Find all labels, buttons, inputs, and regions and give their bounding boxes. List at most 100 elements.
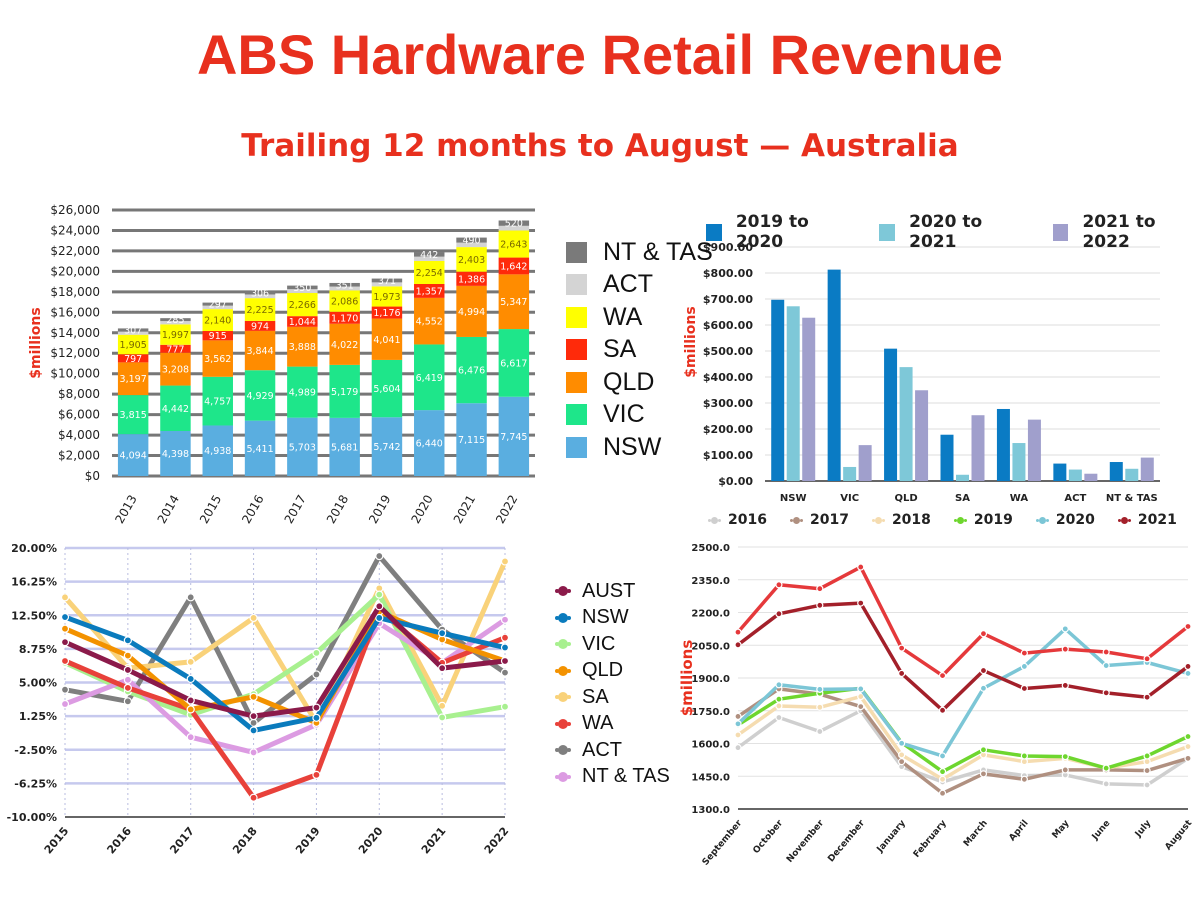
point-2022 (857, 563, 865, 571)
data-label-nsw: 7,745 (500, 432, 527, 443)
legend-marker (558, 718, 568, 729)
legend-item-nt-tas: NT & TAS (566, 236, 713, 269)
bar-act (160, 321, 191, 325)
data-label-sa: 915 (209, 331, 227, 342)
line-2020 (736, 627, 1189, 758)
legend-label: SA (603, 335, 637, 364)
point-2019 (938, 768, 947, 776)
x-tick-label: November (785, 818, 826, 865)
legend-label: QLD (603, 367, 655, 396)
bar-2019-to-2020 (940, 434, 954, 481)
data-label-nsw: 4,398 (162, 449, 189, 460)
y-tick-label: $20,000 (50, 264, 100, 278)
point-2019 (1020, 752, 1028, 760)
bar-sa (117, 354, 149, 363)
legend-label: 2019 (973, 512, 1013, 528)
x-tick-label: 2016 (105, 824, 135, 856)
y-tick-label: $300.00 (703, 397, 753, 410)
point-sa (249, 613, 258, 623)
legend-item-2019: 2019 (951, 512, 1013, 528)
x-tick-label: 2014 (155, 493, 182, 526)
bar-nt-tas (329, 282, 360, 287)
y-tick-label: $900.00 (703, 241, 753, 254)
point-2022 (775, 581, 783, 589)
page-title: ABS Hardware Retail Revenue (196, 23, 1004, 86)
bar-wa (414, 260, 445, 284)
x-tick-label: December (826, 818, 867, 864)
bar-wa (456, 247, 487, 272)
x-tick-label: 2022 (482, 825, 512, 857)
legend-marker (558, 665, 568, 676)
legend-swatch (1052, 223, 1069, 241)
legend-marker (558, 586, 568, 597)
point-2017 (734, 712, 742, 721)
bar-act (414, 256, 445, 261)
point-qld (123, 651, 132, 660)
bar-qld (456, 285, 487, 337)
bar-wa (498, 230, 530, 258)
legend-item-2018: 2018 (869, 512, 931, 528)
bar-sa (244, 320, 276, 331)
data-label-wa: 1,905 (120, 340, 147, 351)
y-tick-label: $6,000 (58, 408, 100, 422)
data-label-nt-tas: 297 (209, 300, 227, 311)
bar-2020-to-2021 (786, 306, 800, 481)
legend-label: 2016 (728, 512, 767, 528)
point-2022 (1184, 622, 1192, 631)
change-chart-legend: 2019 to 2020 2020 to 2021 2021 to 2022 (706, 212, 1200, 252)
y-tick-label: 1300.0 (691, 805, 730, 816)
line-2018 (736, 694, 1189, 782)
bar-nsw (456, 403, 487, 476)
y-tick-label: $2,000 (58, 449, 100, 463)
bar-2020-to-2021 (1012, 443, 1026, 481)
x-tick-label: September (701, 818, 745, 868)
y-tick-label: -10.00% (7, 811, 57, 824)
point-aust (312, 703, 321, 712)
y-axis-label: $millions (683, 306, 699, 377)
growth-chart-legend: AUST NSW VIC QLD SA WA ACT NT & TAS (550, 578, 670, 790)
bar-wa (117, 334, 149, 355)
bar-vic (414, 344, 445, 411)
point-nt-tas (60, 699, 70, 709)
legend-label: 2017 (809, 512, 849, 528)
point-2019 (1143, 752, 1151, 760)
point-2020 (857, 685, 865, 693)
data-label-qld: 5,347 (500, 297, 527, 308)
bar-2020-to-2021 (1068, 469, 1082, 481)
data-label-nt-tas: 351 (336, 280, 354, 291)
legend-label: ACT (603, 270, 653, 299)
point-2022 (816, 585, 824, 593)
point-nsw (249, 726, 258, 735)
legend-label: 2019 to 2020 (735, 212, 809, 252)
point-2016 (734, 744, 742, 752)
bar-nsw (117, 434, 149, 476)
legend-item-2019-to-2020: 2019 to 2020 (706, 212, 853, 252)
data-label-wa: 2,140 (204, 316, 231, 327)
x-tick-label: SA (955, 493, 970, 504)
data-label-qld: 3,197 (120, 374, 147, 385)
data-label-sa: 1,044 (289, 317, 316, 328)
data-label-sa: 1,357 (416, 286, 443, 297)
point-vic (438, 713, 447, 722)
point-qld (186, 705, 195, 714)
bar-wa (287, 292, 318, 317)
point-2020 (775, 681, 783, 689)
point-2022 (734, 628, 742, 636)
x-tick-label: ACT (1064, 493, 1086, 504)
data-label-wa: 2,225 (246, 305, 273, 316)
line-nsw (64, 614, 506, 733)
bar-qld (498, 274, 530, 330)
x-tick-label: May (1051, 818, 1072, 840)
point-2022 (1102, 648, 1110, 656)
point-2020 (1020, 662, 1028, 671)
legend-label: 2020 (1055, 512, 1095, 528)
y-tick-label: 1450.0 (691, 772, 730, 783)
x-tick-label: 2020 (356, 824, 386, 856)
bar-sa (160, 344, 191, 353)
data-label-sa: 1,642 (500, 261, 527, 272)
point-nsw (186, 674, 195, 684)
bar-nt-tas (244, 291, 276, 295)
point-2022 (1061, 645, 1069, 653)
point-wa (500, 633, 510, 642)
line-2019 (737, 686, 1189, 774)
